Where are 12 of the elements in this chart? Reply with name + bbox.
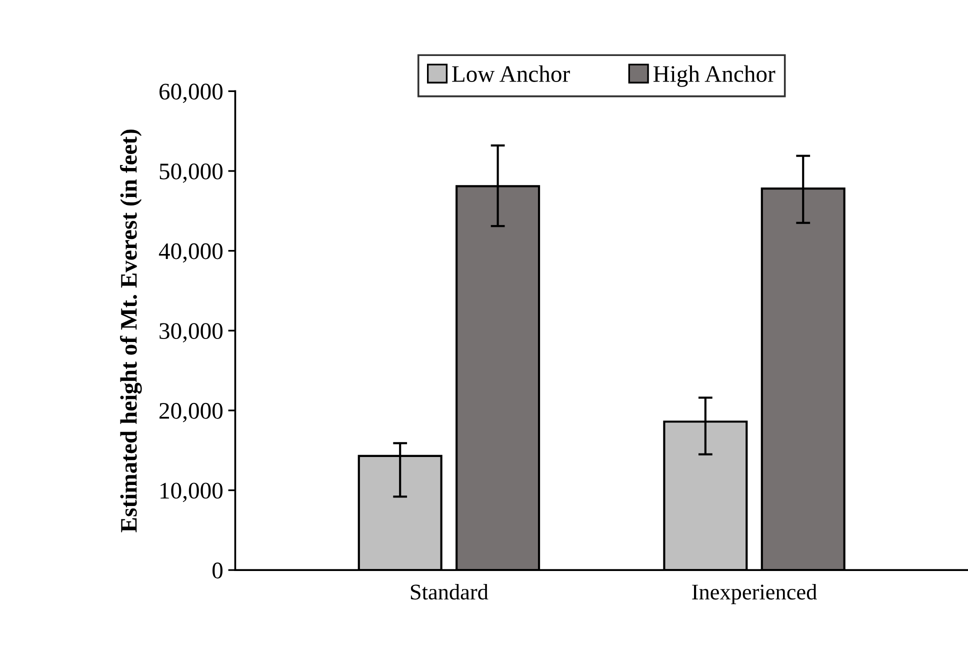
y-tick-label: 0 (212, 562, 223, 578)
x-tick-label: Standard (410, 584, 488, 600)
legend-label: Low Anchor (452, 65, 570, 82)
y-tick-label: 20,000 (160, 402, 223, 422)
legend-label: High Anchor (653, 65, 776, 87)
y-tick-label: 40,000 (158, 243, 223, 263)
y-tick-label: 10,000 (160, 482, 223, 502)
y-tick-label: 50,000 (160, 163, 223, 183)
y-tick-label: 30,000 (160, 323, 223, 342)
y-axis-title: Estimated height of Mt. Everest (in feet) (120, 130, 142, 532)
y-tick-label: 60,000 (160, 84, 223, 104)
x-tick-label: Inexperienced (692, 584, 817, 604)
